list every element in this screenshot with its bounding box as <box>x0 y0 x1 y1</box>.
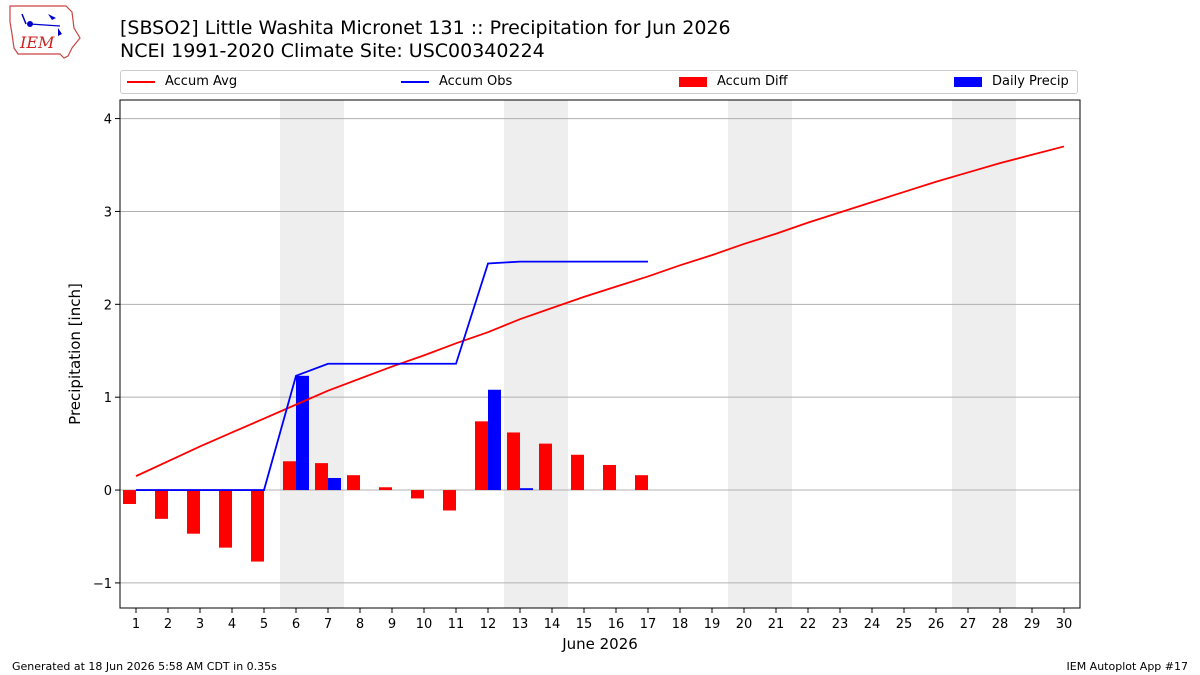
weekend-band <box>952 100 1016 608</box>
x-tick-label: 3 <box>196 617 204 632</box>
footer-generated: Generated at 18 Jun 2026 5:58 AM CDT in … <box>12 660 277 673</box>
x-tick-label: 29 <box>1024 617 1041 632</box>
y-tick-label: 0 <box>104 484 112 499</box>
daily-precip-bar <box>488 389 501 491</box>
accum-diff-bar <box>603 464 616 491</box>
legend-swatch <box>679 76 707 87</box>
x-tick-label: 11 <box>448 617 465 632</box>
x-tick-label: 7 <box>324 617 332 632</box>
x-tick-label: 8 <box>356 617 364 632</box>
accum-diff-bar <box>411 490 424 499</box>
accum-diff-bar <box>251 490 264 562</box>
iem-logo: IEM <box>9 5 81 59</box>
legend: Accum Avg Accum Obs Accum Diff Daily Pre… <box>120 70 1078 94</box>
x-tick-label: 13 <box>512 617 529 632</box>
daily-precip-bar <box>520 488 533 491</box>
legend-item-accum-diff: Accum Diff <box>679 74 788 89</box>
legend-label: Accum Avg <box>165 74 238 89</box>
accum-avg-line <box>135 145 1065 477</box>
x-tick-label: 9 <box>388 617 396 632</box>
x-tick-label: 10 <box>416 617 433 632</box>
x-tick-label: 14 <box>544 617 561 632</box>
accum-diff-bar <box>219 490 232 548</box>
accum-diff-bar <box>571 454 584 491</box>
x-tick-label: 21 <box>768 617 785 632</box>
x-tick-label: 2 <box>164 617 172 632</box>
svg-text:IEM: IEM <box>19 33 55 52</box>
x-tick-label: 28 <box>992 617 1009 632</box>
accum-diff-bar <box>347 475 360 491</box>
x-tick-label: 25 <box>896 617 913 632</box>
legend-label: Accum Obs <box>439 74 513 89</box>
y-tick-label: −1 <box>93 577 112 592</box>
accum-diff-bar <box>187 490 200 534</box>
weekend-band <box>280 100 344 608</box>
daily-precip-bar <box>328 477 341 491</box>
plot-frame <box>119 99 1081 609</box>
legend-item-accum-obs: Accum Obs <box>401 74 512 89</box>
daily-precip-bar <box>296 375 309 491</box>
x-tick-label: 1 <box>132 617 140 632</box>
y-tick-label: 3 <box>104 205 112 220</box>
x-tick-label: 26 <box>928 617 945 632</box>
chart-title: [SBSO2] Little Washita Micronet 131 :: P… <box>120 17 731 39</box>
accum-diff-bar <box>635 475 648 491</box>
x-tick-label: 18 <box>672 617 689 632</box>
weekend-band <box>504 100 568 608</box>
legend-swatch <box>127 80 155 83</box>
legend-item-daily-precip: Daily Precip <box>954 74 1069 89</box>
x-tick-label: 12 <box>480 617 497 632</box>
x-tick-label: 23 <box>832 617 849 632</box>
accum-diff-bar <box>155 490 168 519</box>
legend-item-accum-avg: Accum Avg <box>127 74 237 89</box>
x-tick-label: 19 <box>704 617 721 632</box>
y-tick-label: 4 <box>104 113 112 128</box>
y-tick-label: 1 <box>104 391 112 406</box>
x-tick-label: 30 <box>1056 617 1073 632</box>
y-axis-label: Precipitation [inch] <box>66 283 84 425</box>
x-tick-label: 6 <box>292 617 300 632</box>
accum-diff-bar <box>475 421 488 491</box>
x-tick-label: 24 <box>864 617 881 632</box>
chart-subtitle: NCEI 1991-2020 Climate Site: USC00340224 <box>120 40 545 62</box>
x-tick-label: 4 <box>228 617 236 632</box>
legend-label: Daily Precip <box>992 74 1069 89</box>
legend-swatch <box>401 80 429 83</box>
x-tick-label: 5 <box>260 617 268 632</box>
accum-diff-bar <box>443 490 456 511</box>
x-tick-label: 20 <box>736 617 753 632</box>
accum-diff-bar <box>379 487 392 491</box>
x-axis-label: June 2026 <box>561 635 638 653</box>
accum-diff-bar <box>123 490 136 504</box>
x-tick-label: 17 <box>640 617 657 632</box>
x-tick-label: 22 <box>800 617 817 632</box>
accum-diff-bar <box>283 461 296 491</box>
accum-diff-bar <box>539 443 552 491</box>
y-tick-label: 2 <box>104 298 112 313</box>
accum-obs-line <box>136 260 648 491</box>
x-tick-label: 27 <box>960 617 977 632</box>
accum-diff-bar <box>507 432 520 491</box>
legend-label: Accum Diff <box>717 74 788 89</box>
legend-swatch <box>954 76 982 87</box>
accum-diff-bar <box>315 463 328 491</box>
x-tick-label: 15 <box>576 617 593 632</box>
footer-app: IEM Autoplot App #17 <box>1066 660 1189 673</box>
x-tick-label: 16 <box>608 617 625 632</box>
weekend-band <box>728 100 792 608</box>
